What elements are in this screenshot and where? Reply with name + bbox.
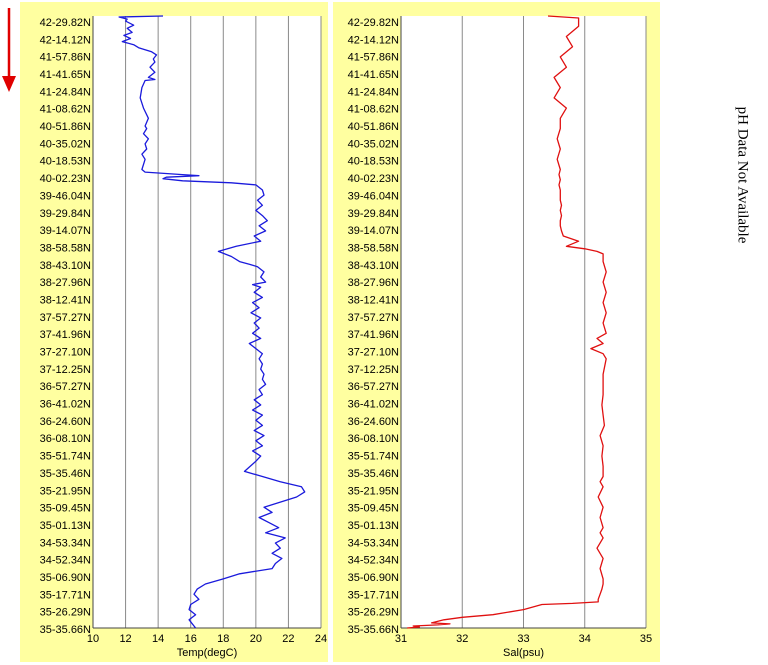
y-tick-label: 36-24.60N (40, 416, 91, 428)
x-tick-label: 22 (282, 633, 294, 645)
y-tick-label: 38-12.41N (40, 294, 91, 306)
y-tick-label: 41-57.86N (348, 52, 399, 64)
x-tick-label: 33 (517, 633, 529, 645)
y-tick-label: 37-27.10N (40, 347, 91, 359)
x-tick-label: 31 (395, 633, 407, 645)
y-tick-label: 40-02.23N (40, 173, 91, 185)
y-tick-label: 41-08.62N (348, 104, 399, 116)
y-tick-label: 34-52.34N (348, 555, 399, 567)
y-tick-label: 39-14.07N (348, 225, 399, 237)
y-tick-label: 40-35.02N (40, 138, 91, 150)
y-tick-label: 36-24.60N (348, 416, 399, 428)
y-tick-label: 35-21.95N (348, 485, 399, 497)
y-tick-label: 38-58.58N (348, 242, 399, 254)
y-tick-label: 35-35.46N (40, 468, 91, 480)
y-tick-label: 41-57.86N (40, 52, 91, 64)
y-tick-label: 35-06.90N (40, 572, 91, 584)
y-tick-label: 37-57.27N (348, 312, 399, 324)
y-tick-label: 35-35.66N (40, 624, 91, 636)
y-tick-label: 38-27.96N (40, 277, 91, 289)
y-tick-label: 35-51.74N (348, 451, 399, 463)
x-tick-label: 12 (119, 633, 131, 645)
x-tick-label: 18 (217, 633, 229, 645)
x-tick-label: 34 (579, 633, 591, 645)
y-tick-label: 41-24.84N (40, 86, 91, 98)
down-arrow-icon (2, 8, 16, 92)
y-tick-label: 39-46.04N (348, 190, 399, 202)
y-tick-label: 40-51.86N (40, 121, 91, 133)
y-tick-label: 37-57.27N (40, 312, 91, 324)
y-tick-label: 38-12.41N (348, 294, 399, 306)
y-tick-label: 35-01.13N (348, 520, 399, 532)
y-tick-label: 35-51.74N (40, 451, 91, 463)
y-tick-label: 36-57.27N (40, 381, 91, 393)
y-tick-label: 36-08.10N (348, 433, 399, 445)
y-tick-label: 35-09.45N (40, 503, 91, 515)
ph-note-text: pH Data Not Available (734, 106, 751, 244)
x-tick-label: 35 (640, 633, 652, 645)
y-tick-label: 35-09.45N (348, 503, 399, 515)
x-tick-label: 20 (250, 633, 262, 645)
y-tick-label: 40-35.02N (348, 138, 399, 150)
y-tick-label: 42-14.12N (348, 34, 399, 46)
y-tick-label: 34-52.34N (40, 555, 91, 567)
y-tick-label: 40-18.53N (40, 156, 91, 168)
x-axis-title: Temp(degC) (177, 647, 238, 659)
y-tick-label: 35-26.29N (40, 607, 91, 619)
y-tick-label: 34-53.34N (40, 537, 91, 549)
x-tick-label: 24 (315, 633, 327, 645)
temperature-panel: 10 12 14 16 18 20 22 24 Temp(degC) 42-29.82N 42-14… (20, 2, 328, 662)
y-tick-label: 36-08.10N (40, 433, 91, 445)
y-tick-label: 37-41.96N (40, 329, 91, 341)
y-tick-label: 40-51.86N (348, 121, 399, 133)
y-tick-label: 37-41.96N (348, 329, 399, 341)
y-tick-label: 37-27.10N (348, 347, 399, 359)
x-axis-title: Sal(psu) (503, 647, 544, 659)
y-tick-label: 35-17.71N (348, 589, 399, 601)
y-tick-label: 36-41.02N (40, 399, 91, 411)
series-line (118, 15, 306, 629)
y-tick-label: 39-29.84N (348, 208, 399, 220)
x-tick-label: 10 (87, 633, 99, 645)
y-tick-label: 41-08.62N (40, 104, 91, 116)
series-line (407, 15, 607, 629)
y-tick-label: 38-43.10N (348, 260, 399, 272)
y-tick-label: 35-17.71N (40, 589, 91, 601)
y-tick-label: 35-35.46N (348, 468, 399, 480)
y-tick-label: 39-14.07N (40, 225, 91, 237)
y-tick-label: 36-41.02N (348, 399, 399, 411)
y-tick-label: 36-57.27N (348, 381, 399, 393)
y-tick-label: 40-02.23N (348, 173, 399, 185)
x-tick-label: 16 (185, 633, 197, 645)
y-tick-label: 38-43.10N (40, 260, 91, 272)
y-tick-label: 34-53.34N (348, 537, 399, 549)
x-tick-label: 32 (456, 633, 468, 645)
y-tick-label: 42-29.82N (40, 17, 91, 29)
y-tick-label: 35-21.95N (40, 485, 91, 497)
y-tick-label: 42-29.82N (348, 17, 399, 29)
y-tick-label: 39-46.04N (40, 190, 91, 202)
y-tick-label: 39-29.84N (40, 208, 91, 220)
y-tick-label: 37-12.25N (348, 364, 399, 376)
ph-note: pH Data Not Available (722, 60, 762, 290)
y-tick-label: 35-35.66N (348, 624, 399, 636)
plot-area (93, 16, 321, 628)
y-tick-label: 40-18.53N (348, 156, 399, 168)
y-tick-label: 42-14.12N (40, 34, 91, 46)
y-tick-label: 37-12.25N (40, 364, 91, 376)
y-tick-label: 41-41.65N (40, 69, 91, 81)
y-tick-label: 38-27.96N (348, 277, 399, 289)
y-tick-label: 41-41.65N (348, 69, 399, 81)
x-tick-label: 14 (152, 633, 164, 645)
y-tick-label: 38-58.58N (40, 242, 91, 254)
y-tick-label: 35-06.90N (348, 572, 399, 584)
y-tick-label: 35-26.29N (348, 607, 399, 619)
y-tick-label: 35-01.13N (40, 520, 91, 532)
salinity-panel: 31 32 33 34 35 Sal(psu) 42-29.82N 42-14.12N 41-5… (333, 2, 660, 662)
y-tick-label: 41-24.84N (348, 86, 399, 98)
